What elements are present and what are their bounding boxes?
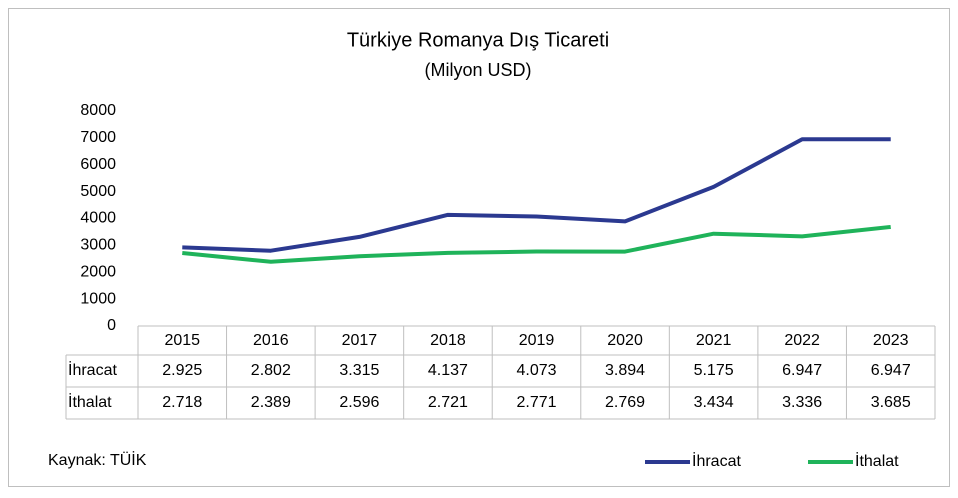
table-cell: 6.947 [871,362,911,379]
table-cell: 4.073 [516,362,556,379]
table-cell: 2.389 [251,394,291,411]
table-cell: 2.771 [516,394,556,411]
y-tick-label: 7000 [80,129,116,146]
line [182,224,891,264]
table-cell: 2.925 [162,362,202,379]
x-tick-label: 2021 [696,332,732,349]
y-tick-label: 1000 [80,290,116,307]
y-tick-label: 0 [107,317,116,334]
y-tick-label: 6000 [80,156,116,173]
table-row-label: İthalat [68,392,112,411]
legend-label: İthalat [855,451,899,470]
x-tick-label: 2015 [164,332,200,349]
table-cell: 2.718 [162,394,202,411]
y-tick-label: 2000 [80,263,116,280]
table-cell: 2.769 [605,394,645,411]
table-cell: 3.685 [871,394,911,411]
table-cell: 5.175 [694,362,734,379]
y-tick-label: 8000 [80,102,116,119]
table-cell: 3.315 [339,362,379,379]
table-cell: 6.947 [782,362,822,379]
chart-border [8,8,950,487]
table-cell: 3.894 [605,362,645,379]
table-cell: 2.802 [251,362,291,379]
line [182,137,891,253]
x-tick-label: 2022 [784,332,820,349]
x-tick-label: 2023 [873,332,909,349]
y-tick-label: 3000 [80,237,116,254]
chart-title: Türkiye Romanya Dış Ticareti [347,29,609,51]
legend-label: İhracat [692,451,741,470]
x-tick-label: 2017 [342,332,378,349]
y-tick-label: 4000 [80,210,116,227]
table-cell: 2.596 [339,394,379,411]
table-cell: 4.137 [428,362,468,379]
source: Kaynak: TÜİK [48,450,147,469]
x-tick-label: 2020 [607,332,643,349]
x-tick-label: 2019 [519,332,555,349]
chart-subtitle: (Milyon USD) [424,60,531,80]
table-cell: 3.336 [782,394,822,411]
y-tick-label: 5000 [80,183,116,200]
x-tick-label: 2016 [253,332,289,349]
x-tick-label: 2018 [430,332,466,349]
table-cell: 3.434 [694,394,734,411]
table-row-label: İhracat [68,360,117,379]
table-cell: 2.721 [428,394,468,411]
